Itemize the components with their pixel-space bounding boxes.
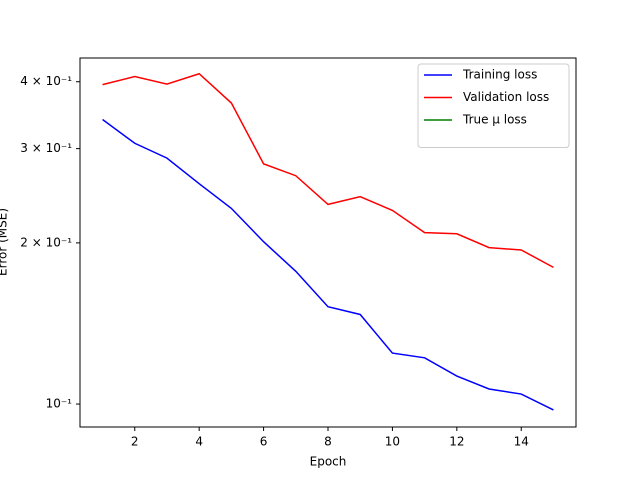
- x-tick-label: 14: [514, 435, 529, 449]
- legend-label: True μ loss: [462, 113, 527, 127]
- y-tick-label: 3 × 10⁻¹: [20, 141, 72, 155]
- x-tick-label: 8: [324, 435, 332, 449]
- legend-label: Training loss: [462, 68, 537, 82]
- x-tick-label: 2: [131, 435, 139, 449]
- x-tick-label: 10: [385, 435, 400, 449]
- x-tick-label: 4: [195, 435, 203, 449]
- line-series: [102, 72, 554, 269]
- line-series: [102, 118, 554, 411]
- y-axis-label: Error (MSE): [0, 208, 10, 276]
- x-axis-label: Epoch: [310, 455, 347, 469]
- legend-box: [417, 63, 570, 148]
- y-tick-label: 2 × 10⁻¹: [20, 235, 72, 249]
- plot-frame: [79, 57, 577, 428]
- y-tick-label: 10⁻¹: [46, 397, 73, 411]
- legend-label: Validation loss: [463, 90, 549, 104]
- y-tick-label: 4 × 10⁻¹: [20, 74, 72, 88]
- x-tick-label: 12: [449, 435, 464, 449]
- x-tick-label: 6: [260, 435, 268, 449]
